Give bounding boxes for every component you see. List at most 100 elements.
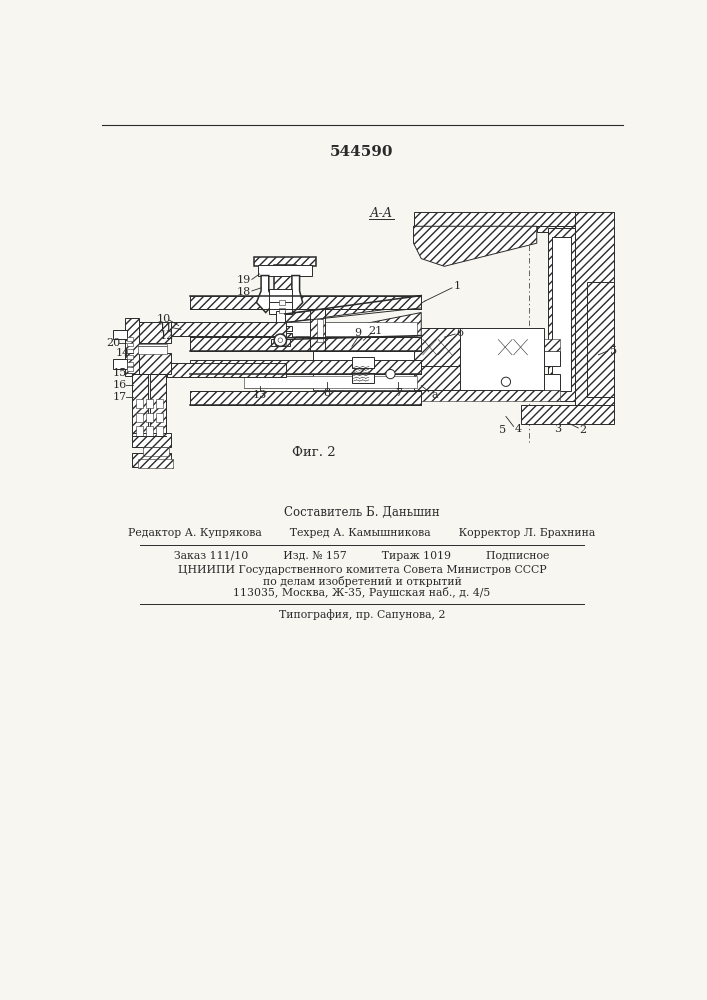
Bar <box>125 318 139 376</box>
Circle shape <box>274 334 286 346</box>
Bar <box>156 426 163 436</box>
Text: 12: 12 <box>160 331 174 341</box>
Text: 11: 11 <box>158 323 173 333</box>
Text: А-А: А-А <box>370 207 393 220</box>
Bar <box>276 311 285 328</box>
Text: 544590: 544590 <box>330 145 394 159</box>
Bar <box>549 228 575 401</box>
Text: 21: 21 <box>368 326 382 336</box>
Polygon shape <box>285 296 421 323</box>
Text: 8: 8 <box>324 388 331 398</box>
Text: 4: 4 <box>515 424 522 434</box>
Bar <box>190 337 421 351</box>
Text: 5: 5 <box>610 346 617 356</box>
Polygon shape <box>521 405 614 424</box>
Text: 14: 14 <box>115 348 129 358</box>
Text: 20: 20 <box>106 338 120 348</box>
Text: 2: 2 <box>579 425 587 435</box>
Bar <box>269 333 292 337</box>
Bar <box>132 322 171 343</box>
Bar <box>138 346 167 354</box>
Bar <box>156 399 163 408</box>
Polygon shape <box>414 226 537 266</box>
Bar <box>190 296 421 309</box>
Bar <box>127 337 133 341</box>
Bar <box>352 357 373 368</box>
Bar <box>127 349 133 353</box>
Bar <box>269 289 292 303</box>
Bar <box>146 399 153 408</box>
Bar <box>313 390 560 401</box>
Bar <box>587 282 614 397</box>
Polygon shape <box>285 312 421 339</box>
Bar <box>156 413 163 422</box>
Text: 18: 18 <box>237 287 251 297</box>
Text: Составитель Б. Даньшин: Составитель Б. Даньшин <box>284 506 440 519</box>
Text: 17: 17 <box>112 392 127 402</box>
Bar <box>575 212 614 413</box>
Bar <box>317 319 324 342</box>
Bar <box>244 376 417 388</box>
Circle shape <box>501 377 510 386</box>
Bar <box>269 302 292 314</box>
Text: 9: 9 <box>354 328 362 338</box>
Bar <box>167 322 286 336</box>
Text: Типография, пр. Сапунова, 2: Типография, пр. Сапунова, 2 <box>279 609 445 620</box>
Bar <box>138 459 173 468</box>
Text: 3: 3 <box>554 424 561 434</box>
Text: 19: 19 <box>237 275 251 285</box>
Bar <box>146 426 153 436</box>
Bar <box>138 344 167 346</box>
Bar <box>150 374 165 436</box>
Text: 15: 15 <box>112 368 127 378</box>
Bar <box>132 353 171 374</box>
Bar <box>313 339 560 351</box>
Bar <box>244 322 417 336</box>
Bar <box>414 328 460 366</box>
Bar <box>269 326 292 331</box>
Bar <box>279 300 285 305</box>
Text: 10: 10 <box>156 314 170 324</box>
Bar <box>113 359 127 369</box>
Bar <box>414 366 460 389</box>
Text: а: а <box>432 390 438 400</box>
Text: по делам изобретений и открытий: по делам изобретений и открытий <box>262 576 462 587</box>
Bar <box>552 237 571 391</box>
Bar <box>352 373 373 383</box>
Text: 5: 5 <box>498 425 506 435</box>
Bar <box>313 351 560 366</box>
Text: 1: 1 <box>454 281 461 291</box>
Circle shape <box>386 369 395 379</box>
Bar <box>313 374 560 389</box>
Text: ЦНИИПИ Государственного комитета Совета Министров СССР: ЦНИИПИ Государственного комитета Совета … <box>177 565 547 575</box>
Bar <box>136 426 144 436</box>
Polygon shape <box>257 276 275 312</box>
Bar <box>274 265 296 297</box>
Bar <box>421 328 544 389</box>
Polygon shape <box>537 226 598 243</box>
Bar <box>113 330 127 339</box>
Text: Фиг. 2: Фиг. 2 <box>291 446 335 459</box>
Bar <box>132 374 148 436</box>
Bar <box>275 341 286 345</box>
Text: Редактор А. Купрякова        Техред А. Камышникова        Корректор Л. Брахнина: Редактор А. Купрякова Техред А. Камышник… <box>129 528 595 538</box>
Bar <box>132 433 171 447</box>
Bar <box>127 362 133 366</box>
Circle shape <box>278 338 283 343</box>
Bar <box>271 339 290 346</box>
Bar <box>190 391 421 405</box>
Bar <box>279 308 285 312</box>
Bar <box>127 367 133 371</box>
Text: 6: 6 <box>456 328 463 338</box>
Bar <box>136 413 144 422</box>
Bar <box>136 399 144 408</box>
Bar <box>127 343 133 346</box>
Bar <box>310 309 325 351</box>
Bar <box>146 413 153 422</box>
Text: 13: 13 <box>252 390 267 400</box>
Bar <box>190 360 421 374</box>
Bar <box>127 355 133 359</box>
Bar <box>167 363 286 377</box>
Text: 16: 16 <box>112 380 127 390</box>
Text: Заказ 111/10          Изд. № 157          Тираж 1019          Подписное: Заказ 111/10 Изд. № 157 Тираж 1019 Подпи… <box>174 551 549 561</box>
